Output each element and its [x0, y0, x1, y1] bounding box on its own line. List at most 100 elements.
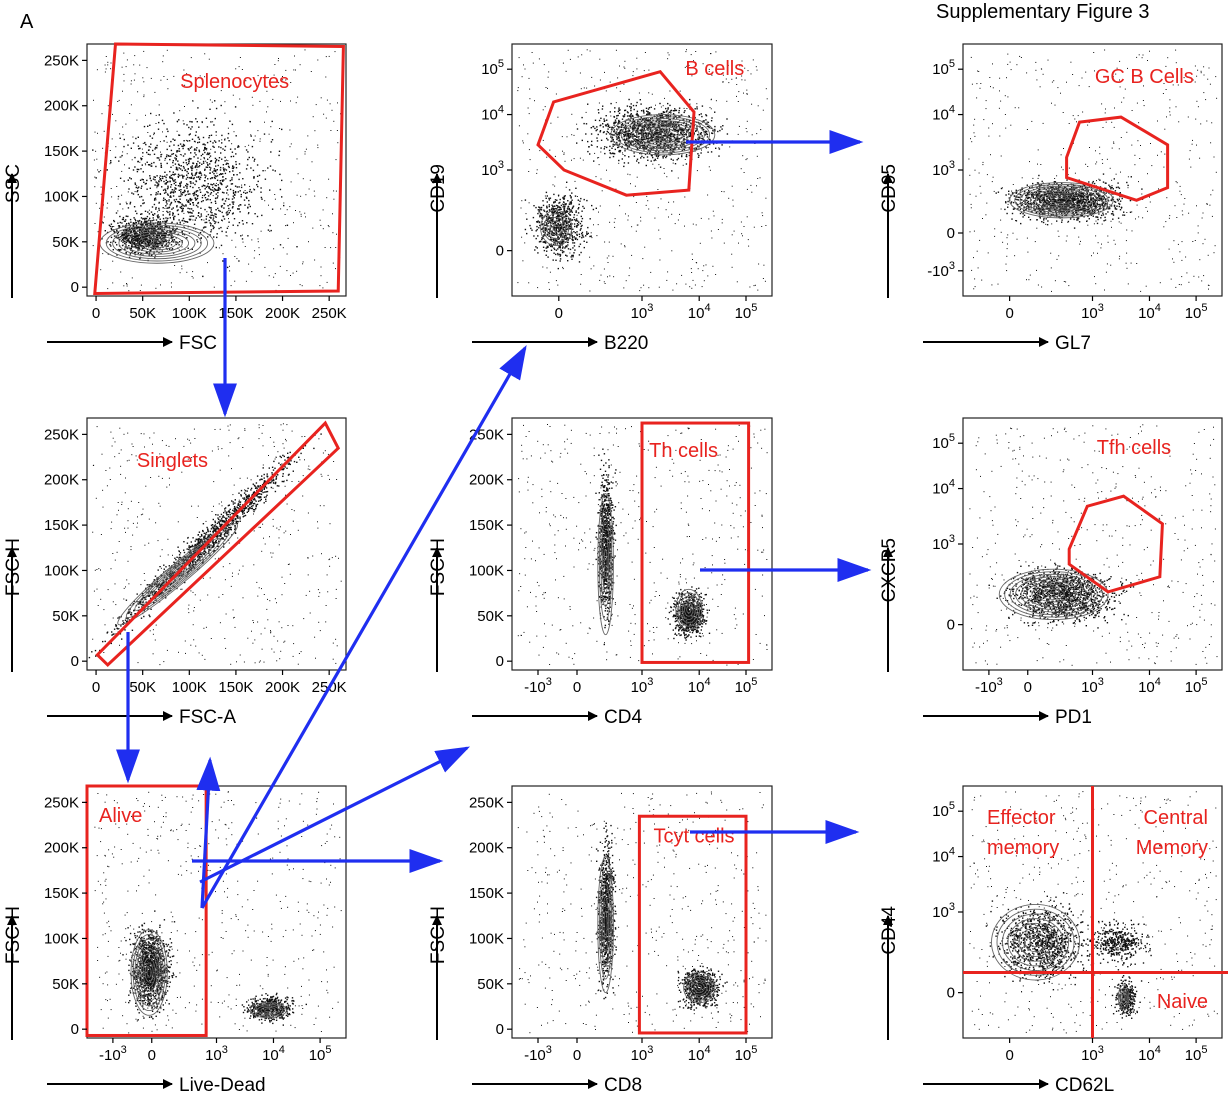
plot-panels: Splenocytes 0 50K 100K 150K 200K 250K 0 50K 100K 1…	[3, 42, 1228, 1096]
tick-label: 103	[932, 159, 955, 179]
gating-arrow	[196, 756, 221, 909]
gate-alive	[85, 784, 208, 1037]
plot-panel-b-cells: B cells 0 103 104 105 0 103 104 105 B220 CD19	[428, 43, 773, 354]
tick-label: 100K	[172, 679, 207, 696]
y-axis-label: FSC-H	[428, 906, 449, 964]
gate-label: Naive	[1157, 991, 1208, 1013]
gate-tfh-cells	[1067, 494, 1164, 594]
gate-tcyt-cells	[637, 814, 748, 1035]
event-dots	[88, 423, 342, 666]
contour-lines	[130, 929, 287, 1019]
tick-label: 0	[1005, 1047, 1013, 1064]
gate-label: Tcyt cells	[653, 825, 734, 847]
tick-label: 105	[1185, 676, 1208, 696]
tick-label: 250K	[469, 794, 504, 811]
contour-lines	[597, 493, 703, 636]
contour-lines	[991, 903, 1130, 1011]
tick-label: 50K	[129, 305, 156, 322]
tick-label: 200K	[265, 679, 300, 696]
tick-label: 50K	[52, 234, 79, 251]
gating-arrow	[200, 345, 527, 909]
tick-label: 103	[1081, 1044, 1104, 1064]
y-axis-label: CXCR5	[879, 538, 900, 602]
plot-panel-effector-memory: Effector memory Central Memory Naive 0 103 104 1…	[879, 785, 1228, 1096]
tick-label: 200K	[469, 472, 504, 489]
y-axis-label: CD44	[879, 906, 900, 955]
tick-label: 103	[1081, 676, 1104, 696]
tick-label: 0	[496, 653, 504, 670]
plot-frame	[511, 43, 773, 297]
gate-label: Singlets	[137, 450, 208, 472]
tick-label: 0	[1005, 305, 1013, 322]
tick-label: 103	[631, 1044, 654, 1064]
tick-label: -103	[524, 676, 552, 696]
plot-frame	[511, 785, 773, 1039]
tick-label: 150K	[44, 517, 79, 534]
gate-singlets	[95, 420, 341, 668]
tick-label: 150K	[469, 885, 504, 902]
tick-label: 250K	[44, 794, 79, 811]
tick-label: 100K	[44, 930, 79, 947]
plot-panel-tfh-cells: Tfh cells -103 0 103 104 105 0 103 104 105 PD1 CXCR…	[879, 417, 1223, 728]
tick-label: 50K	[52, 608, 79, 625]
tick-label: 103	[205, 1044, 228, 1064]
tick-label: 105	[932, 432, 955, 452]
plot-panel-singlets: Singlets 0 50K 100K 150K 200K 250K 0 50K 100K 150K…	[3, 417, 347, 728]
tick-label: 0	[947, 617, 955, 634]
y-axis-label: FSC-H	[428, 538, 449, 596]
tick-label: 103	[631, 302, 654, 322]
gating-arrows	[116, 130, 872, 909]
tick-label: 200K	[469, 840, 504, 857]
tick-label: 0	[92, 305, 100, 322]
tick-label: 105	[735, 302, 758, 322]
tick-label: 105	[735, 676, 758, 696]
x-axis-label: Live-Dead	[179, 1075, 266, 1096]
tick-label: 250K	[44, 426, 79, 443]
contour-lines	[998, 568, 1109, 621]
gate-label: memory	[987, 837, 1059, 859]
tick-label: 200K	[44, 472, 79, 489]
tick-label: 200K	[265, 305, 300, 322]
event-dots	[94, 791, 342, 1034]
tick-label: 104	[688, 1044, 711, 1064]
tick-label: 104	[1138, 1044, 1161, 1064]
tick-label: 105	[1185, 1044, 1208, 1064]
tick-label: 0	[148, 1047, 156, 1064]
gate-gc-b-cells	[1065, 115, 1170, 202]
tick-label: 100K	[44, 562, 79, 579]
tick-label: 50K	[52, 976, 79, 993]
x-axis-label: FSC	[179, 333, 217, 354]
y-axis-label: FSC-H	[3, 538, 24, 596]
tick-label: -103	[927, 260, 955, 280]
tick-label: 0	[947, 985, 955, 1002]
tick-label: 50K	[129, 679, 156, 696]
y-axis-label: CD19	[428, 164, 449, 213]
contour-lines	[540, 114, 716, 247]
plot-panel-splenocytes: Splenocytes 0 50K 100K 150K 200K 250K 0 50K 100K 1…	[3, 42, 347, 354]
contour-lines	[1009, 182, 1114, 219]
tick-label: 200K	[44, 840, 79, 857]
tick-label: 150K	[218, 679, 253, 696]
x-axis-label: FSC-A	[179, 707, 236, 728]
tick-label: 104	[932, 104, 955, 124]
x-axis-label: CD8	[604, 1075, 642, 1096]
tick-label: 0	[1024, 679, 1032, 696]
tick-label: 104	[1138, 676, 1161, 696]
figure-title: Supplementary Figure 3	[936, 1, 1149, 23]
tick-label: -103	[975, 676, 1003, 696]
y-axis-label: CD95	[879, 164, 900, 213]
tick-label: 105	[481, 58, 504, 78]
tick-label: 104	[262, 1044, 285, 1064]
tick-label: 250K	[312, 305, 347, 322]
tick-label: 0	[71, 1021, 79, 1038]
tick-label: -103	[524, 1044, 552, 1064]
tick-label: 103	[932, 901, 955, 921]
tick-label: 103	[1081, 302, 1104, 322]
tick-label: -103	[99, 1044, 127, 1064]
x-axis-label: PD1	[1055, 707, 1092, 728]
tick-label: 0	[573, 679, 581, 696]
plot-panel-gc-b-cells: GC B Cells 0 103 104 105 -103 0 103 104 105 GL7 CD9…	[879, 43, 1223, 354]
y-axis-label: FSC-H	[3, 906, 24, 964]
gate-th-cells	[640, 421, 751, 664]
contour-lines	[597, 856, 716, 1004]
